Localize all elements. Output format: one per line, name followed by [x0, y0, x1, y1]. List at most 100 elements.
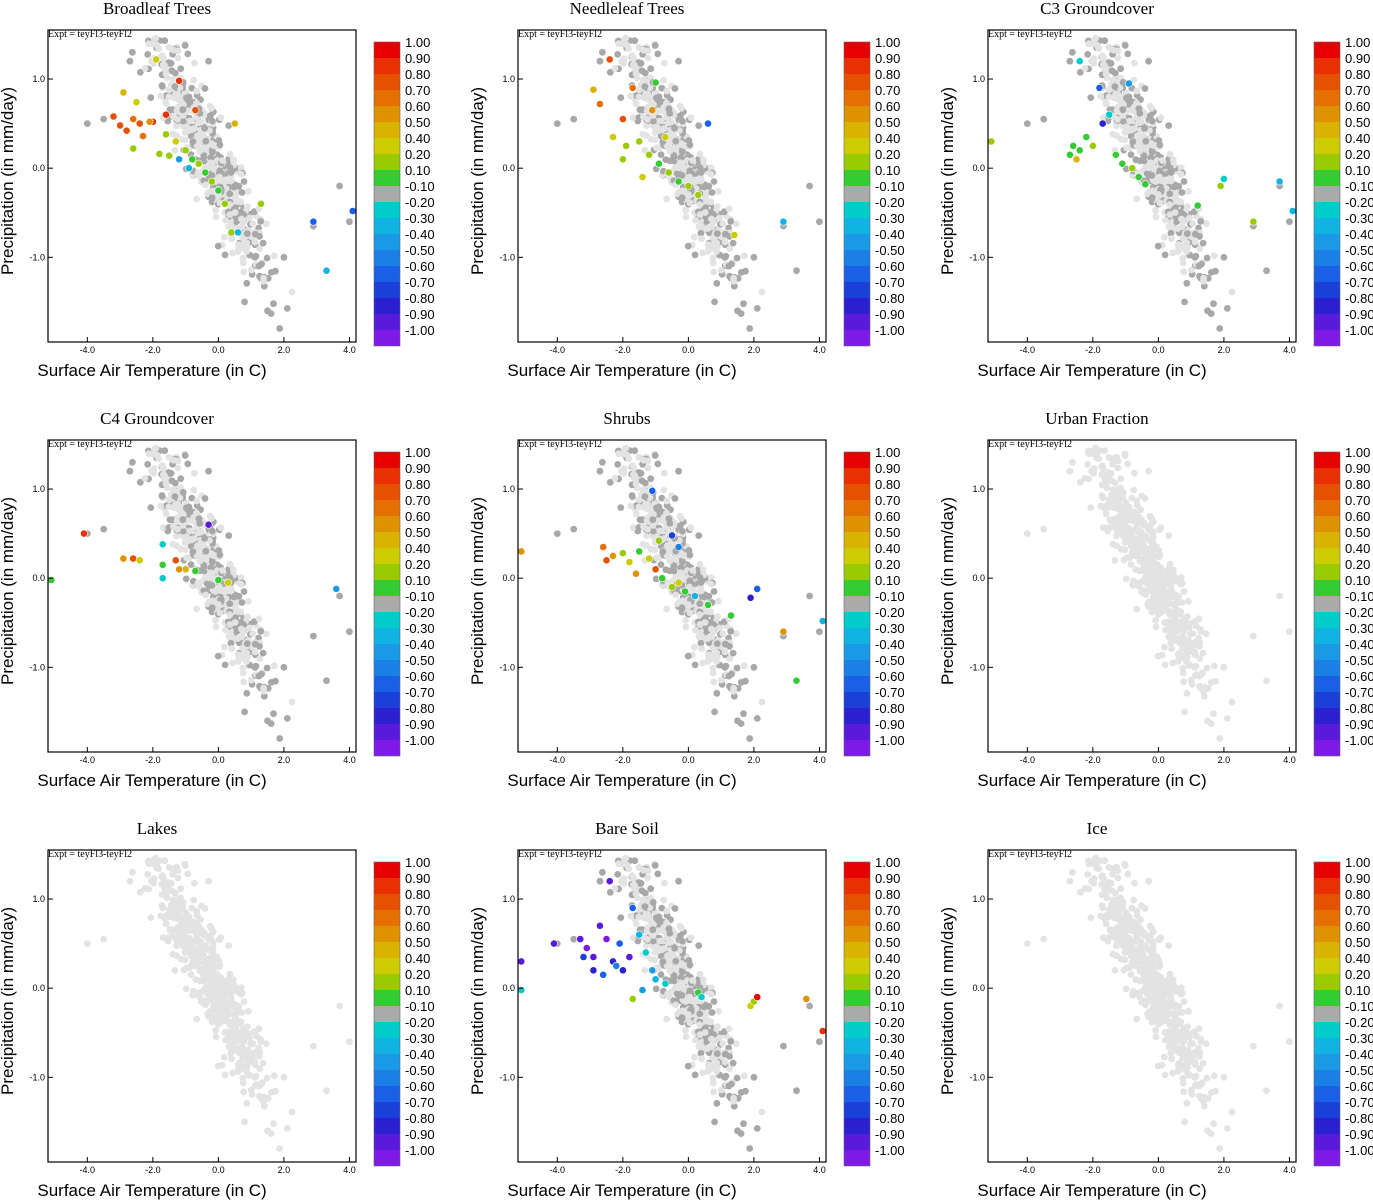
colorbar-swatch [374, 282, 400, 298]
x-tick-label: 0.0 [212, 1165, 225, 1175]
background-point [1117, 475, 1125, 483]
background-point [1111, 479, 1119, 487]
colorbar-swatch [844, 42, 870, 58]
y-axis-label: Precipitation (in mm/day) [0, 907, 17, 1095]
background-point [216, 1019, 224, 1027]
x-tick-label: 4.0 [343, 345, 356, 355]
background-point [1250, 632, 1257, 640]
data-point [1075, 146, 1084, 155]
colorbar-label: -0.30 [1345, 211, 1373, 226]
colorbar-swatch [844, 202, 870, 218]
background-point [243, 1099, 251, 1107]
background-point [191, 59, 198, 67]
data-point [727, 611, 735, 620]
background-point [682, 213, 690, 221]
background-point [221, 661, 229, 669]
colorbar-swatch [1314, 186, 1340, 202]
background-point [310, 1042, 317, 1050]
colorbar-swatch [374, 958, 400, 974]
background-point [649, 926, 657, 934]
background-point [640, 523, 647, 530]
data-point [1105, 110, 1114, 119]
background-point [696, 211, 704, 218]
colorbar-swatch [374, 990, 400, 1006]
colorbar-label: -0.10 [1345, 589, 1373, 604]
background-point [1111, 83, 1119, 90]
colorbar-label: 0.40 [405, 541, 430, 556]
background-point [179, 488, 187, 496]
colorbar-swatch [374, 186, 400, 202]
background-point [194, 169, 202, 177]
background-point [641, 889, 649, 897]
background-point [238, 1009, 246, 1016]
data-point [619, 115, 627, 123]
background-point [636, 106, 644, 114]
background-point [1156, 609, 1164, 617]
background-point [1141, 124, 1148, 132]
background-point [816, 1038, 823, 1046]
background-point [684, 1062, 692, 1070]
colorbar-label: 0.10 [875, 573, 900, 588]
background-point [746, 325, 754, 332]
background-point [730, 282, 738, 290]
background-point [258, 260, 265, 268]
data-point [651, 78, 660, 87]
data-point [1128, 164, 1137, 173]
colorbar-swatch [374, 234, 400, 250]
background-point [730, 1102, 738, 1110]
background-point [696, 560, 704, 568]
background-point [228, 634, 236, 641]
background-point [710, 178, 718, 185]
background-point [258, 670, 265, 678]
background-point [671, 495, 679, 502]
background-point [237, 1018, 245, 1026]
colorbar-label: 0.50 [1345, 115, 1370, 130]
background-point [184, 947, 192, 955]
background-point [251, 1058, 259, 1066]
x-tick-label: -2.0 [1085, 345, 1101, 355]
background-point [686, 167, 694, 175]
background-point [1177, 164, 1185, 172]
background-point [145, 40, 153, 48]
background-point [1069, 48, 1076, 56]
background-point [184, 537, 192, 545]
background-point [1157, 114, 1165, 122]
background-point [712, 240, 720, 248]
background-point [1182, 240, 1190, 248]
background-points [553, 444, 823, 742]
colorbar-swatch [374, 106, 400, 122]
x-tick-label: 2.0 [1218, 755, 1231, 765]
colorbar-label: -0.40 [405, 227, 435, 242]
background-point [710, 678, 718, 686]
plot-frame [47, 439, 357, 753]
data-point [191, 567, 200, 575]
background-point [1191, 238, 1199, 246]
y-tick-label: 0.0 [502, 573, 515, 583]
background-point [696, 600, 704, 608]
x-axis-label: Surface Air Temperature (in C) [37, 1181, 266, 1200]
background-point [263, 254, 271, 262]
background-point [243, 248, 250, 255]
background-point [1166, 600, 1174, 608]
background-point [701, 209, 709, 216]
background-point [1119, 106, 1127, 114]
background-point [1100, 55, 1107, 62]
background-point [1107, 470, 1114, 477]
background-point [714, 1023, 721, 1031]
background-point [1166, 574, 1174, 581]
x-tick-label: -4.0 [1020, 755, 1036, 765]
background-point [691, 251, 699, 259]
background-point [145, 450, 153, 458]
background-point [166, 516, 174, 524]
background-point [157, 912, 165, 920]
background-point [194, 989, 202, 997]
background-point [696, 150, 704, 158]
background-point [1109, 130, 1117, 138]
background-point [193, 195, 201, 203]
background-point [1114, 464, 1122, 472]
background-point [173, 942, 180, 950]
background-point [1159, 567, 1166, 574]
background-point [270, 710, 277, 718]
background-point [1183, 230, 1191, 238]
colorbar-label: -0.40 [1345, 637, 1373, 652]
